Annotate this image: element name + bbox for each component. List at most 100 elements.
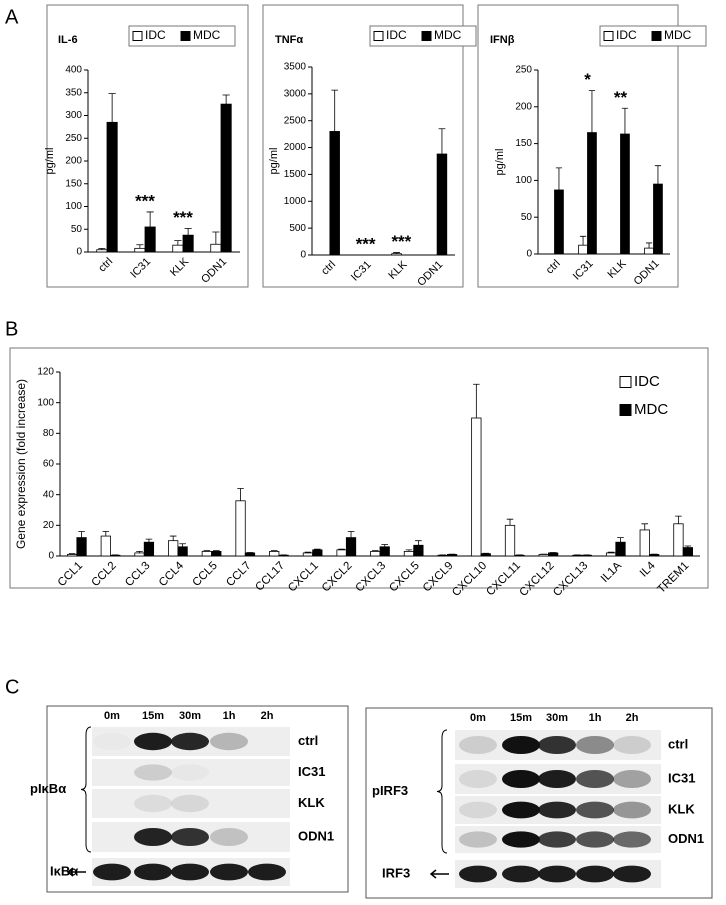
bar bbox=[110, 554, 121, 557]
error-bar bbox=[136, 551, 143, 553]
error-bar bbox=[145, 538, 153, 543]
time-label: 2h bbox=[626, 712, 639, 724]
bar bbox=[391, 253, 402, 256]
error-bar bbox=[654, 165, 662, 185]
panel-box bbox=[46, 4, 249, 288]
panel-box bbox=[262, 4, 464, 288]
y-tick-label: 0 bbox=[48, 551, 54, 562]
band bbox=[576, 801, 614, 819]
bar bbox=[134, 247, 146, 253]
row-label: IC31 bbox=[668, 770, 695, 785]
bar bbox=[96, 249, 108, 253]
bar bbox=[269, 551, 280, 557]
error-bar bbox=[438, 128, 446, 155]
significance: *** bbox=[173, 208, 193, 227]
bar bbox=[578, 244, 588, 255]
x-tick-label: IL1A bbox=[599, 560, 624, 585]
group-label: pIκBα bbox=[30, 781, 66, 796]
band bbox=[93, 863, 131, 881]
time-label: 15m bbox=[142, 710, 164, 722]
band bbox=[502, 801, 540, 819]
bar bbox=[548, 552, 559, 557]
error-bar bbox=[641, 523, 649, 530]
bar bbox=[244, 552, 256, 557]
error-bar bbox=[338, 548, 345, 550]
x-tick-label: IC31 bbox=[349, 259, 374, 284]
error-bar bbox=[212, 231, 220, 245]
bar bbox=[437, 554, 448, 557]
x-tick-label: ctrl bbox=[96, 256, 115, 275]
time-label: 2h bbox=[261, 710, 274, 722]
bar bbox=[649, 554, 660, 557]
y-tick-label: 100 bbox=[37, 397, 54, 408]
error-bar bbox=[184, 227, 192, 236]
error-bar bbox=[675, 515, 682, 524]
y-tick-label: 200 bbox=[65, 156, 82, 167]
blot-strip bbox=[92, 789, 290, 818]
bar bbox=[554, 189, 564, 255]
band bbox=[459, 801, 497, 819]
error-bar bbox=[222, 94, 230, 105]
y-tick-label: 400 bbox=[65, 65, 82, 76]
blot-strip bbox=[92, 759, 290, 786]
y-tick-label: 150 bbox=[515, 138, 532, 149]
band bbox=[459, 865, 497, 883]
significance: *** bbox=[356, 234, 376, 253]
bar bbox=[134, 552, 145, 557]
error-bar bbox=[179, 543, 186, 547]
band bbox=[171, 863, 209, 881]
x-tick-label: CXCL3 bbox=[354, 560, 389, 595]
y-tick-label: 1000 bbox=[284, 196, 307, 207]
bar bbox=[144, 226, 156, 253]
panel-letter: B bbox=[5, 318, 18, 340]
y-tick-label: 60 bbox=[43, 459, 55, 470]
error-bar bbox=[212, 550, 220, 552]
bar bbox=[572, 554, 583, 557]
y-tick-label: 0 bbox=[76, 247, 82, 258]
x-tick-label: KLK bbox=[605, 257, 629, 281]
significance: *** bbox=[391, 232, 411, 251]
row-label: KLK bbox=[668, 801, 695, 816]
bar bbox=[168, 540, 179, 557]
bar bbox=[312, 549, 323, 557]
arrow bbox=[66, 867, 86, 877]
x-tick-label: CXCL12 bbox=[517, 560, 556, 599]
bar bbox=[480, 553, 491, 557]
legend-swatch bbox=[373, 31, 384, 41]
error-bar bbox=[588, 90, 596, 133]
error-bar bbox=[102, 531, 110, 537]
y-tick-label: 80 bbox=[43, 428, 55, 439]
x-tick-label: ODN1 bbox=[632, 258, 662, 288]
bar bbox=[538, 554, 549, 557]
bar bbox=[471, 417, 482, 557]
error-bar bbox=[169, 535, 177, 541]
panel-letter: C bbox=[5, 676, 19, 698]
x-tick-label: CXCL13 bbox=[551, 560, 590, 599]
bar bbox=[446, 554, 458, 557]
panel-box bbox=[46, 705, 349, 893]
band bbox=[502, 831, 540, 848]
bar bbox=[210, 243, 222, 253]
error-bar bbox=[684, 545, 692, 548]
y-tick-label: 3000 bbox=[284, 88, 307, 99]
bar bbox=[653, 183, 663, 255]
x-tick-label: CXCL5 bbox=[387, 560, 422, 595]
band bbox=[459, 770, 497, 788]
y-tick-label: 50 bbox=[521, 212, 533, 223]
time-label: 1h bbox=[223, 710, 236, 722]
x-tick-label: ctrl bbox=[319, 259, 338, 278]
legend-label: IDC bbox=[145, 28, 166, 42]
band bbox=[171, 828, 209, 846]
row-label: ODN1 bbox=[668, 831, 704, 846]
error-bar bbox=[393, 252, 400, 254]
row-label: IC31 bbox=[298, 764, 325, 779]
y-tick-label: 500 bbox=[289, 223, 306, 234]
bar bbox=[605, 552, 617, 557]
bar bbox=[100, 535, 111, 557]
chart-title: IFNβ bbox=[490, 34, 515, 46]
legend-swatch bbox=[421, 31, 432, 41]
bar bbox=[211, 551, 222, 557]
error-bar bbox=[98, 247, 106, 250]
legend-label: MDC bbox=[193, 28, 221, 42]
